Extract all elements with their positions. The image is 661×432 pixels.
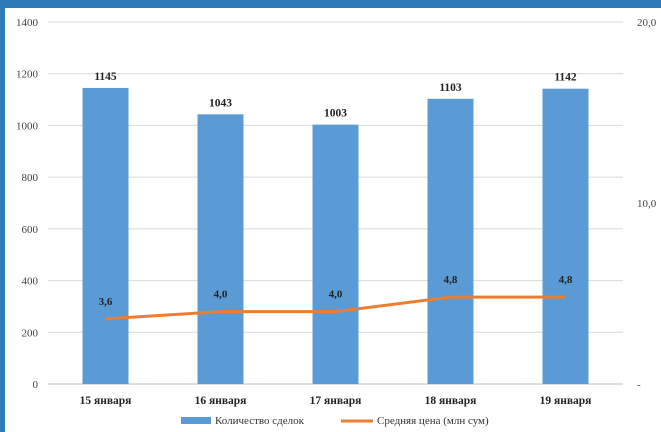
y2-tick-label: 20,0 [637, 17, 657, 29]
y-tick-label: 400 [22, 276, 39, 288]
x-tick-label: 15 января [80, 395, 132, 407]
line-data-label: 4,8 [444, 274, 458, 286]
line-data-label: 3,6 [99, 296, 113, 308]
data-labels: 1145 1043 1003 1103 1142 3,6 4,0 4,0 4,8 4,8 [94, 71, 577, 308]
line-data-label: 4,0 [214, 289, 228, 301]
x-tick-label: 19 января [540, 395, 592, 407]
line-data-label: 4,8 [559, 274, 573, 286]
y-tick-label: 600 [22, 224, 39, 236]
bar-data-label: 1003 [324, 108, 347, 120]
chart-panel: 1145 1043 1003 1103 1142 3,6 4,0 4,0 4,8 4,8 0 200… [5, 8, 661, 432]
bar [312, 124, 359, 384]
bar [82, 87, 129, 384]
combo-chart: 1145 1043 1003 1103 1142 3,6 4,0 4,0 4,8 4,8 0 200… [16, 17, 657, 427]
y-tick-label: 1400 [16, 17, 39, 29]
y2-tick-label: - [637, 379, 641, 391]
bar-series [82, 87, 589, 384]
bar [197, 114, 244, 384]
y-tick-label: 1000 [16, 120, 39, 132]
y-tick-label: 0 [33, 379, 39, 391]
y-tick-label: 1200 [16, 69, 39, 81]
legend-bar-swatch [181, 417, 211, 424]
x-tick-label: 18 января [425, 395, 477, 407]
x-tick-label: 17 января [310, 395, 362, 407]
bar-data-label: 1145 [94, 71, 117, 83]
bar-data-label: 1043 [209, 97, 232, 109]
legend-line-label: Средняя цена (млн сум) [377, 415, 489, 427]
axes: 0 200 400 600 800 1000 1200 1400 - 10,0 20,0 15 янв… [16, 17, 657, 407]
y-tick-label: 200 [22, 327, 39, 339]
line-data-label: 4,0 [329, 289, 343, 301]
y2-tick-label: 10,0 [637, 198, 657, 210]
legend-bar-label: Количество сделок [215, 415, 305, 427]
bar [427, 98, 474, 384]
legend: Количество сделок Средняя цена (млн сум) [181, 415, 489, 427]
bar-data-label: 1103 [439, 82, 462, 94]
bar-data-label: 1142 [554, 72, 577, 84]
bar [542, 88, 589, 384]
x-tick-label: 16 января [195, 395, 247, 407]
line-series [105, 295, 566, 321]
y-tick-label: 800 [22, 172, 39, 184]
